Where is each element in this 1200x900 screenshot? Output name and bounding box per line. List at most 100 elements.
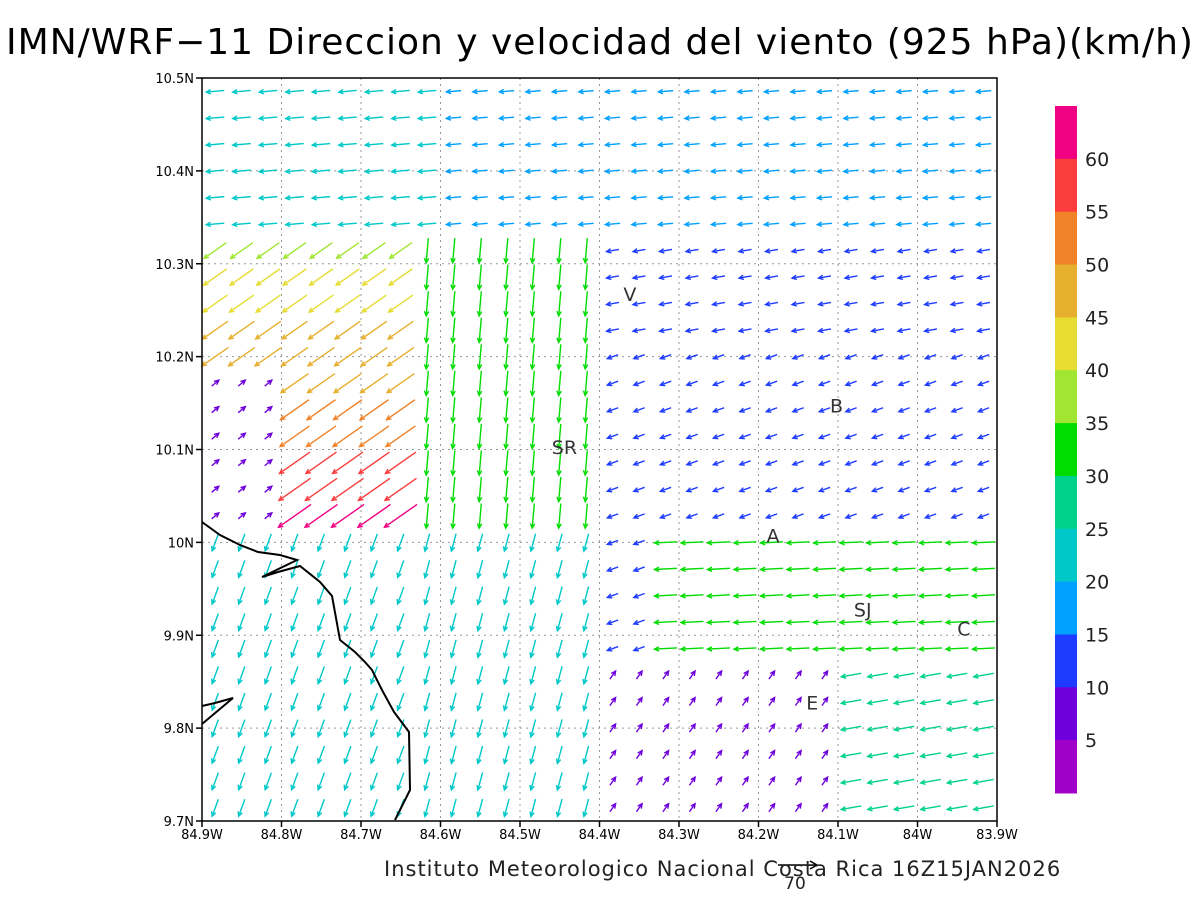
wind-vector [388,242,413,260]
wind-vector [950,513,963,520]
wind-vector [257,88,278,95]
wind-vector [503,397,509,424]
wind-vector [839,699,862,706]
wind-vector [582,450,589,477]
wind-vector [279,372,309,394]
wind-vector [471,88,488,95]
wind-vector [685,486,698,493]
wind-vector [529,772,537,792]
wind-vector [264,405,274,414]
city-label: C [957,618,970,640]
wind-vector [764,354,778,360]
wind-vector [529,639,537,659]
wind-vector [605,645,619,652]
wind-vector [264,379,274,387]
wind-vector [944,593,969,599]
wind-vector [529,798,537,819]
wind-vector [785,619,810,626]
colorbar-label: 55 [1085,202,1109,224]
wind-vector [950,486,963,493]
wind-vector [529,397,536,424]
wind-vector [976,513,990,520]
wind-vector [330,477,364,502]
y-tick-label: 10.4N [155,165,194,180]
wind-vector [310,115,331,122]
wind-vector [211,432,221,440]
wind-vector [652,566,678,573]
wind-vector [790,274,805,281]
wind-vector [556,503,562,530]
wind-vector [609,722,617,733]
wind-vector [764,486,778,493]
wind-vector [921,88,939,95]
wind-vector [307,320,335,340]
wind-vector [604,327,620,334]
wind-vector [304,451,337,475]
wind-vector [790,327,805,334]
wind-vector [359,372,389,394]
wind-vector [423,559,431,580]
wind-vector [577,115,594,121]
wind-vector [679,593,704,599]
wind-vector [332,399,363,421]
wind-vector [502,586,510,606]
wind-vector [423,476,430,504]
wind-vector [264,511,274,520]
wind-vector [868,141,886,148]
wind-vector [263,639,273,659]
wind-vector [423,745,431,765]
wind-vector [279,399,310,421]
wind-vector [529,264,536,291]
wind-vector [844,513,857,520]
wind-vector [892,778,915,785]
wind-vector [921,141,939,148]
wind-vector [821,722,829,733]
wind-vector [630,194,647,201]
wind-vector [204,141,225,148]
wind-vector [476,639,484,659]
wind-vector [263,533,273,553]
wind-vector [821,669,829,680]
wind-vector [866,725,888,732]
colorbar-segment [1055,423,1077,477]
wind-vector [738,433,751,440]
wind-vector [764,380,778,387]
wind-vector [280,346,309,367]
wind-vector [816,327,832,334]
wind-vector [582,772,590,792]
wind-vectors [200,88,996,819]
wind-vector [762,168,780,174]
wind-vector [974,168,992,174]
wind-vector [656,168,674,174]
wind-vector [762,141,780,148]
wind-vector [811,593,837,599]
wind-vector [423,450,430,477]
wind-vector [308,268,334,287]
wind-vector [237,586,246,606]
wind-vector [605,354,619,360]
wind-vector [945,805,968,812]
wind-vector [449,533,457,553]
wind-vector [556,264,562,291]
wind-vector [656,141,674,148]
wind-vector [204,88,225,95]
wind-vector [762,115,780,121]
wind-vector [892,699,915,706]
wind-vector [577,168,594,174]
wind-vector [603,221,621,228]
wind-vector [838,539,863,546]
wind-vector [815,88,833,95]
wind-vector [476,666,484,686]
wind-vector [791,513,804,520]
wind-vector [423,397,430,424]
wind-vector [609,696,617,707]
wind-vector [369,772,379,792]
wind-vector [529,666,537,686]
wind-vector [738,486,751,493]
wind-vector [444,141,462,148]
wind-vector [817,380,831,387]
wind-vector [838,619,863,626]
wind-vector [577,221,594,228]
wind-vector [343,533,352,553]
wind-vector [895,141,912,148]
